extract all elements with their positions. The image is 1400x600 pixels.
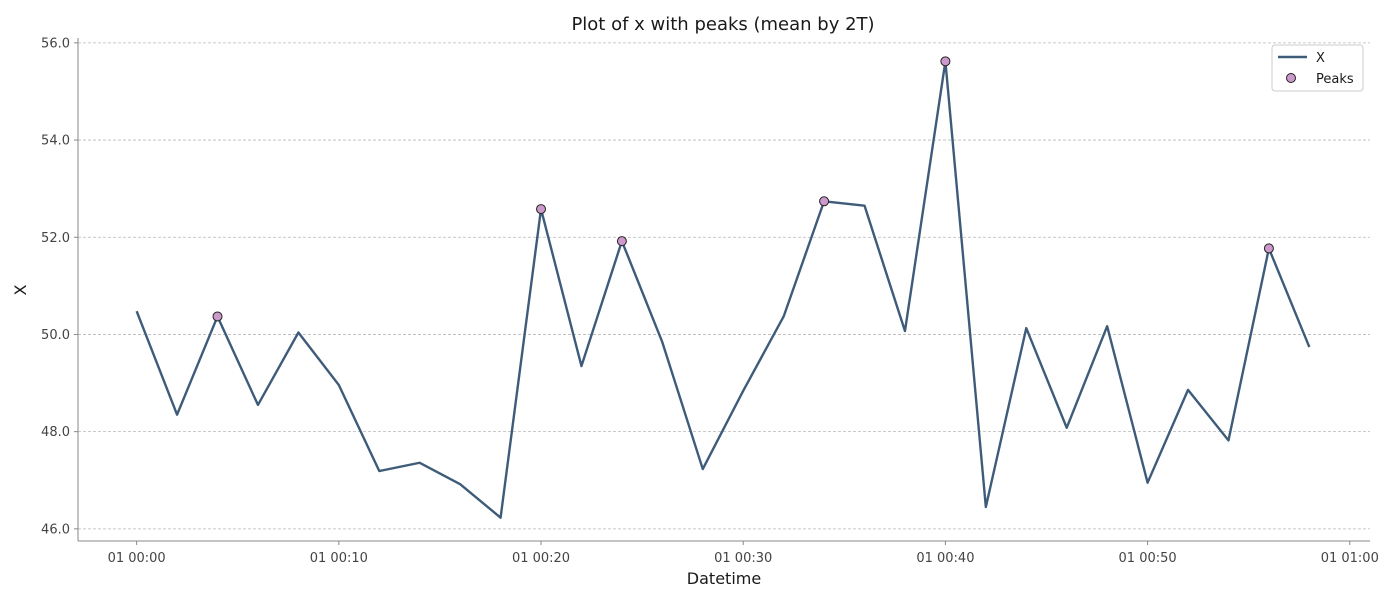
x-axis-label: Datetime xyxy=(687,569,761,588)
legend: X Peaks xyxy=(1271,44,1364,92)
peak-point xyxy=(1263,243,1274,254)
x-tick-label: 01 00:50 xyxy=(1119,551,1177,566)
axes-spines xyxy=(77,38,1370,542)
y-tick-label: 50.0 xyxy=(41,328,70,343)
y-tick-label: 56.0 xyxy=(41,36,70,51)
x-tick-label: 01 00:30 xyxy=(714,551,772,566)
x-tick-label: 01 00:00 xyxy=(108,551,166,566)
y-tick-label: 54.0 xyxy=(41,134,70,149)
y-axis-label: X xyxy=(11,284,30,295)
peak-point xyxy=(940,56,951,67)
grid-lines xyxy=(78,42,1370,530)
legend-label-x: X xyxy=(1316,51,1325,66)
y-axis-ticks: 46.0 48.0 50.0 52.0 54.0 56.0 xyxy=(41,36,78,537)
peak-point xyxy=(819,196,830,207)
peak-point xyxy=(616,236,627,247)
x-axis-ticks: 01 00:00 01 00:10 01 00:20 01 00:30 01 00:40… xyxy=(108,541,1379,566)
series-x xyxy=(135,60,1311,519)
series-line-x xyxy=(135,60,1311,519)
peak-point xyxy=(536,204,547,215)
legend-marker-swatch xyxy=(1286,73,1296,83)
y-tick-label: 52.0 xyxy=(41,231,70,246)
y-tick-label: 46.0 xyxy=(41,522,70,537)
series-peaks xyxy=(212,56,1274,322)
legend-label-peaks: Peaks xyxy=(1316,72,1354,87)
x-tick-label: 01 00:10 xyxy=(310,551,368,566)
peak-point xyxy=(212,311,223,322)
x-tick-label: 01 00:20 xyxy=(512,551,570,566)
x-tick-label: 01 01:00 xyxy=(1321,551,1379,566)
chart-title: Plot of x with peaks (mean by 2T) xyxy=(571,14,874,35)
y-tick-label: 48.0 xyxy=(41,425,70,440)
x-tick-label: 01 00:40 xyxy=(916,551,974,566)
